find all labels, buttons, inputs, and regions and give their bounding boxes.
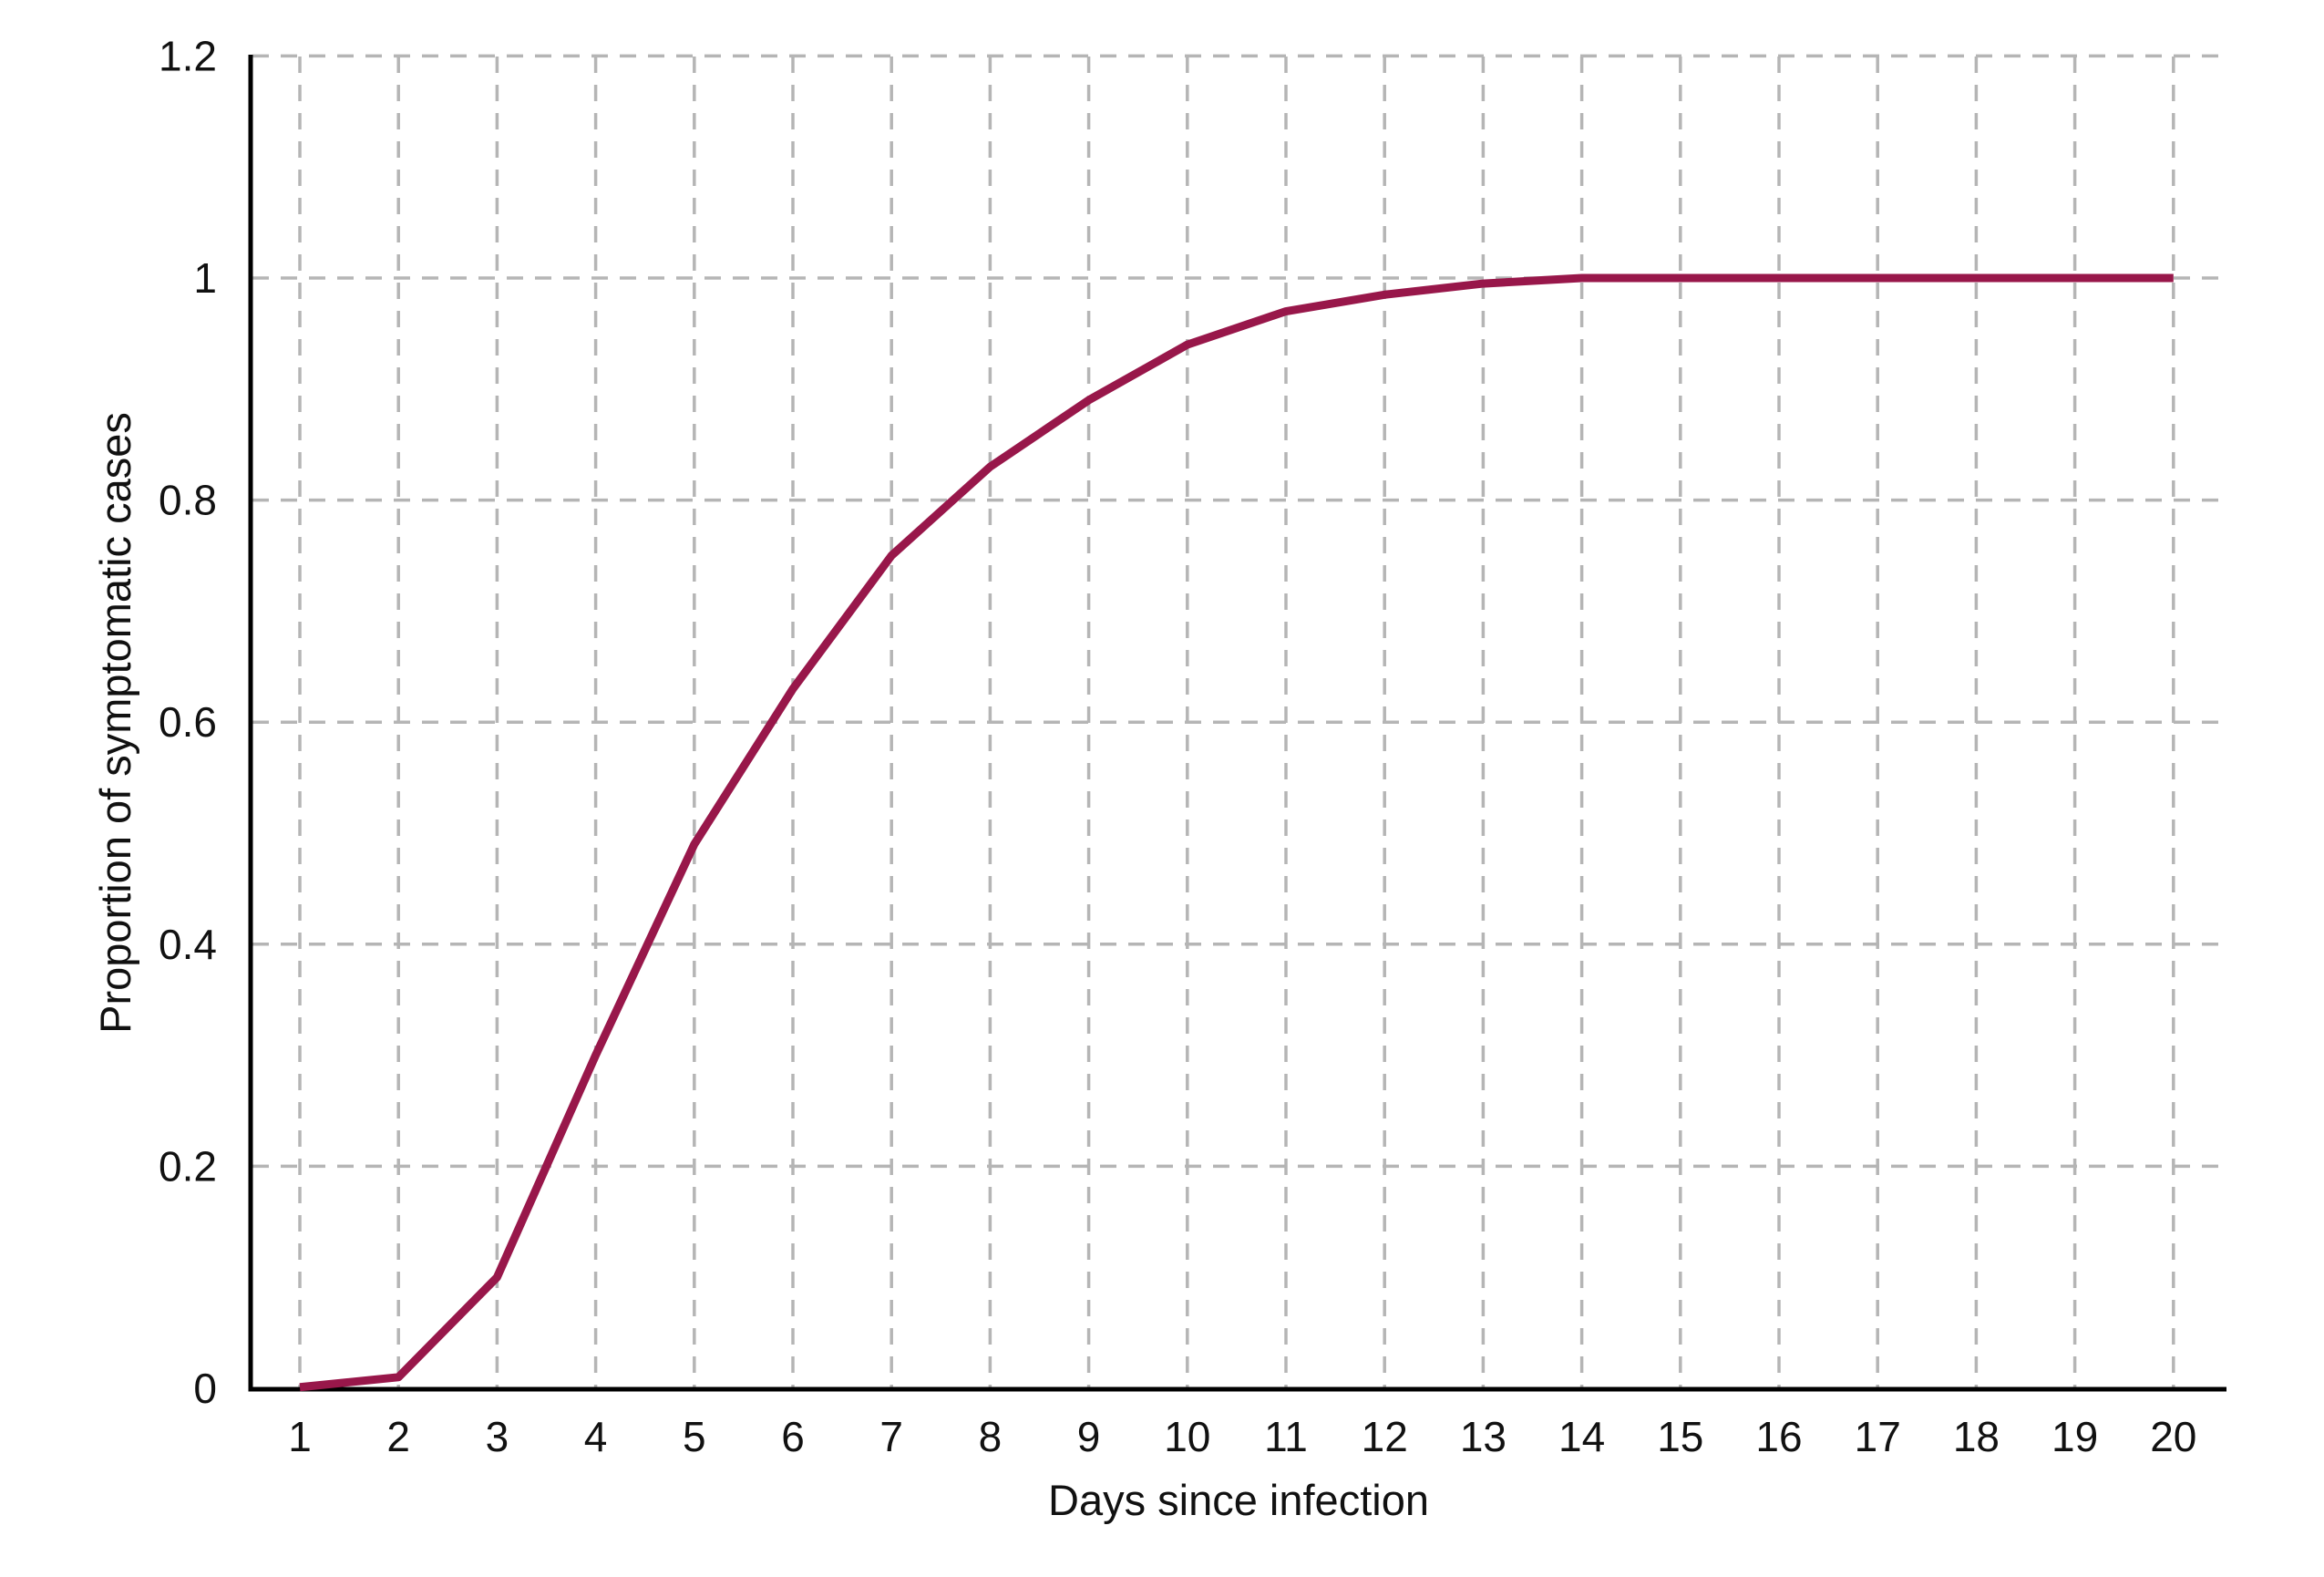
x-tick-label-4: 4 <box>584 1413 608 1460</box>
y-tick-label-0.4: 0.4 <box>159 921 217 968</box>
x-axis-title: Days since infection <box>1048 1476 1429 1524</box>
x-tick-label-18: 18 <box>1953 1413 2000 1460</box>
x-tick-label-15: 15 <box>1657 1413 1703 1460</box>
x-tick-label-6: 6 <box>781 1413 805 1460</box>
y-tick-label-0: 0 <box>193 1365 217 1412</box>
x-tick-label-2: 2 <box>386 1413 410 1460</box>
x-tick-label-11: 11 <box>1264 1413 1308 1460</box>
x-tick-label-20: 20 <box>2150 1413 2196 1460</box>
x-tick-labels: 1 2 3 4 5 6 7 8 9 10 11 12 13 14 15 16 17 18 19 20 <box>288 1413 2196 1460</box>
x-tick-label-14: 14 <box>1558 1413 1605 1460</box>
y-axis-title: Proportion of symptomatic cases <box>91 412 139 1034</box>
y-tick-label-1: 1 <box>193 254 217 302</box>
x-tick-label-12: 12 <box>1362 1413 1408 1460</box>
y-tick-label-1.2: 1.2 <box>159 32 217 79</box>
x-tick-label-3: 3 <box>486 1413 509 1460</box>
x-tick-label-17: 17 <box>1855 1413 1901 1460</box>
x-tick-label-8: 8 <box>979 1413 1003 1460</box>
x-tick-label-7: 7 <box>879 1413 903 1460</box>
x-tick-label-9: 9 <box>1077 1413 1101 1460</box>
x-tick-label-19: 19 <box>2051 1413 2098 1460</box>
x-tick-label-1: 1 <box>288 1413 312 1460</box>
series-line-symptomatic-cases <box>299 273 2174 1392</box>
x-tick-label-5: 5 <box>683 1413 706 1460</box>
x-tick-label-13: 13 <box>1460 1413 1506 1460</box>
y-tick-label-0.2: 0.2 <box>159 1142 217 1190</box>
y-tick-label-0.8: 0.8 <box>159 477 217 524</box>
y-tick-labels: 0 0.2 0.4 0.6 0.8 1 1.2 <box>159 32 217 1412</box>
x-tick-label-16: 16 <box>1755 1413 1802 1460</box>
x-tick-label-10: 10 <box>1164 1413 1210 1460</box>
horizontal-gridlines <box>252 54 2226 1169</box>
y-tick-label-0.6: 0.6 <box>159 698 217 746</box>
